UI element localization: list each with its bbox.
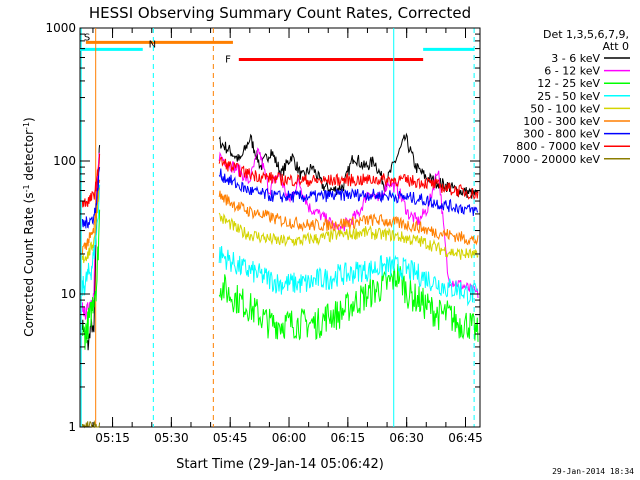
y-axis-ticks: 1 10 100 1000 [45,21,480,434]
legend-label: 50 - 100 keV [530,102,600,115]
chart-title: HESSI Observing Summary Count Rates, Cor… [89,4,471,22]
y-tick-label: 1 [68,420,76,434]
legend-label: 7000 - 20000 keV [502,153,600,166]
flag-label: S [84,32,90,43]
x-tick-label: 06:15 [331,431,366,445]
legend-header-line1: Det 1,3,5,6,7,9, [543,28,629,41]
x-tick-label: 05:30 [154,431,189,445]
y-tick-label: 10 [61,287,76,301]
series-line-post-300-800-kev [218,168,479,217]
flag-label: F [225,54,231,65]
series-line-post-12-25-kev [218,263,479,342]
series-line-pre-100-300-kev [81,178,101,255]
series-line-post-25-50-kev [218,245,479,307]
x-tick-label: 06:00 [272,431,307,445]
y-axis-label: Corrected Count Rate (s-1 detector-1) [22,117,37,336]
series-line-pre-800-7000-kev [81,153,101,208]
series-lines [81,132,479,429]
flag-bars: S N F [80,32,475,65]
series-line-pre-12-25-kev [81,209,101,350]
series-line-post-100-300-kev [218,190,479,246]
legend-label: 3 - 6 keV [551,52,600,65]
y-tick-label: 1000 [45,21,76,35]
legend-label: 25 - 50 keV [537,90,600,103]
series-line-pre-7000-20000-kev [81,420,101,429]
series-line-post-3-6-kev [218,132,479,199]
time-markers [80,28,475,427]
legend-label: 300 - 800 keV [523,128,600,141]
x-tick-label: 05:45 [213,431,248,445]
x-tick-label: 06:45 [448,431,483,445]
series-line-pre-300-800-kev [81,167,101,229]
series-line-post-800-7000-kev [218,156,479,200]
plot-frame [79,27,481,428]
series-line-post-50-100-kev [218,212,479,260]
legend-label: 800 - 7000 keV [516,140,600,153]
legend-header-line2: Att 0 [603,40,629,53]
timestamp: 29-Jan-2014 18:34 [552,467,634,476]
y-tick-label: 100 [53,154,76,168]
x-tick-label: 06:30 [389,431,424,445]
x-axis-ticks: 05:15 05:30 05:45 06:00 06:15 06:30 06:45 [92,28,483,445]
x-axis-label: Start Time (29-Jan-14 05:06:42) [176,457,384,472]
legend-label: 12 - 25 keV [537,77,600,90]
legend-label: 100 - 300 keV [523,115,600,128]
series-line-pre-25-50-kev [81,184,101,296]
flag-label: N [149,39,156,50]
legend-label: 6 - 12 keV [544,65,600,78]
series-line-pre-6-12-kev [81,152,101,320]
x-tick-label: 05:15 [95,431,130,445]
